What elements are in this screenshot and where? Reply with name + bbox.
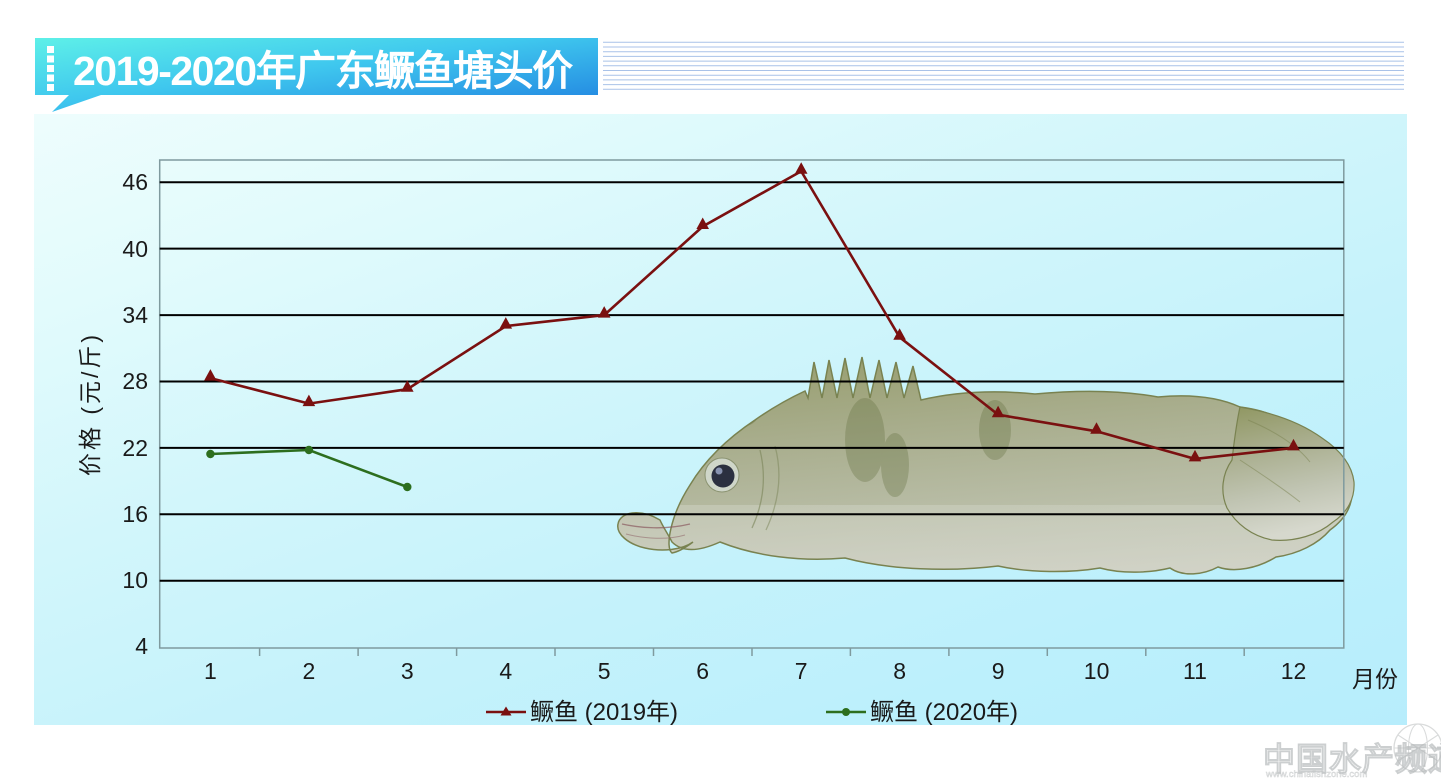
svg-text:22: 22 bbox=[122, 435, 148, 461]
svg-text:9: 9 bbox=[992, 658, 1005, 684]
svg-text:月份: 月份 bbox=[1352, 666, 1398, 692]
svg-text:8: 8 bbox=[893, 658, 906, 684]
svg-text:10: 10 bbox=[122, 567, 148, 593]
svg-text:10: 10 bbox=[1084, 658, 1110, 684]
svg-text:11: 11 bbox=[1183, 658, 1207, 684]
svg-text:7: 7 bbox=[795, 658, 808, 684]
svg-text:价格 (元/斤): 价格 (元/斤) bbox=[77, 332, 103, 476]
svg-text:1: 1 bbox=[204, 658, 217, 684]
svg-text:3: 3 bbox=[401, 658, 414, 684]
svg-text:4: 4 bbox=[499, 658, 512, 684]
svg-text:4: 4 bbox=[135, 633, 148, 659]
svg-text:鳜鱼 (2019年): 鳜鱼 (2019年) bbox=[530, 699, 678, 726]
svg-text:12: 12 bbox=[1281, 658, 1307, 684]
svg-text:28: 28 bbox=[122, 368, 148, 394]
svg-text:2: 2 bbox=[303, 658, 316, 684]
svg-text:鳜鱼 (2020年): 鳜鱼 (2020年) bbox=[870, 699, 1018, 726]
svg-text:46: 46 bbox=[122, 169, 148, 195]
svg-text:16: 16 bbox=[122, 501, 148, 527]
svg-text:40: 40 bbox=[122, 236, 148, 262]
svg-text:5: 5 bbox=[598, 658, 611, 684]
svg-text:6: 6 bbox=[696, 658, 709, 684]
svg-text:34: 34 bbox=[122, 302, 148, 328]
